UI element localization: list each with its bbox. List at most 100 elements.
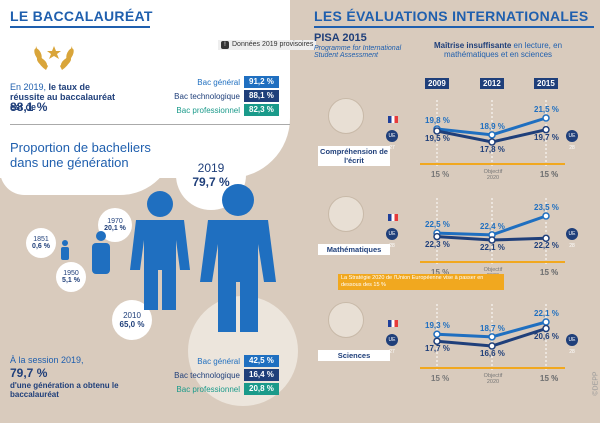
france-point: [542, 212, 550, 220]
target-value-label: 15 %: [540, 170, 559, 179]
target-objective-label: Objectif 2020: [483, 169, 503, 181]
top-bar-label: Bac professionnel: [176, 105, 240, 115]
top-bar-0: Bac général 91,2 %: [168, 76, 280, 88]
credit: ©DEPP: [592, 371, 600, 396]
person-icon-2019: [200, 184, 276, 332]
ue-value-label: 22,1 %: [480, 243, 505, 252]
pisa-subtitle: Programme for International Student Asse…: [314, 45, 402, 59]
ue-flag-icon: UE 28: [566, 130, 578, 151]
person-icon-1851: [61, 240, 69, 260]
france-value-label: 19,3 %: [425, 321, 450, 331]
france-point: [542, 114, 550, 122]
session-intro: À la session 2019,: [10, 355, 84, 365]
pisa-legend: Maîtrise insuffisante en lecture, en mat…: [433, 41, 563, 59]
ue-value-label: 22,3 %: [425, 239, 450, 249]
ue-point: [488, 342, 496, 350]
proportion-title: Proportion de bacheliers dans une généra…: [10, 140, 151, 170]
ue-point: [433, 337, 441, 345]
france-point: [488, 131, 496, 139]
person-icon-1970: [92, 231, 110, 274]
top-bar-value: 88,1 %: [244, 90, 279, 102]
ue-flag-icon: UE 28: [386, 228, 398, 249]
france-value-label: 18,9 %: [480, 121, 505, 131]
left-cloud-bump: [0, 140, 175, 195]
ue-point: [433, 232, 441, 241]
bottom-bar-label: Bac général: [197, 356, 240, 366]
ue-flag-icon: UE 28: [566, 228, 578, 249]
bottom-bar-value: 16,4 %: [244, 369, 279, 381]
value-1950: 5,1 %: [62, 277, 80, 284]
france-point: [542, 318, 550, 326]
year-header-2009: 2009: [425, 78, 449, 89]
divider: [10, 124, 290, 125]
ue-point: [542, 125, 550, 134]
intl-title: LES ÉVALUATIONS INTERNATIONALES: [314, 8, 589, 24]
bottom-bar-1: Bac technologique 16,4 %: [168, 369, 280, 381]
france-flag-icon: [388, 214, 398, 221]
france-value-label: 23,5 %: [534, 203, 559, 212]
session-text: d'une génération a obtenu le baccalauréa…: [10, 381, 119, 399]
target-value-label: 15 %: [540, 374, 559, 383]
laurel-icon: [34, 46, 74, 70]
ue-value-label: 16,6 %: [480, 349, 505, 358]
ue-value-label: 19,7 %: [534, 132, 559, 142]
france-point: [433, 330, 441, 338]
ue-value-label: 17,8 %: [480, 145, 505, 154]
top-bar-label: Bac général: [197, 77, 240, 87]
success-value: 88,1 %: [10, 100, 48, 114]
year-1950: 1950: [63, 270, 79, 277]
france-value-label: 22,1 %: [534, 309, 559, 318]
person-icon-2010: [130, 191, 190, 310]
france-value-label: 19,8 %: [425, 116, 450, 126]
section-icon-0: [328, 98, 364, 134]
top-bar-label: Bac technologique: [174, 91, 240, 101]
section-name-0: Compréhension de l'écrit: [318, 146, 390, 166]
top-bar-value: 82,3 %: [244, 104, 279, 116]
target-value-label: 15 %: [540, 268, 559, 277]
year-header-2015: 2015: [534, 78, 558, 89]
ue-value-label: 19,5 %: [425, 133, 450, 143]
circle-1851: 1851 0,6 %: [26, 228, 56, 258]
bottom-bar-value: 20,8 %: [244, 383, 279, 395]
year-1970: 1970: [107, 218, 123, 225]
bottom-bar-0: Bac général 42,5 %: [168, 355, 280, 367]
top-bar-value: 91,2 %: [244, 76, 279, 88]
target-value-label: 15 %: [540, 170, 559, 179]
top-bar-1: Bac technologique 88,1 %: [168, 90, 280, 102]
france-value-label: 22,5 %: [425, 220, 450, 230]
year-2010: 2010: [123, 311, 141, 320]
circle-1950: 1950 5,1 %: [56, 262, 86, 292]
france-value-label: 21,5 %: [534, 105, 559, 114]
ue-value-label: 20,6 %: [534, 331, 559, 341]
bac-title: LE BACCALAURÉAT: [10, 8, 153, 24]
circle-2019: 2019 79,7 %: [176, 140, 246, 210]
ue-flag-icon: UE 27: [386, 130, 398, 151]
year-1851: 1851: [33, 236, 49, 243]
ue-point: [488, 236, 496, 244]
year-2019: 2019: [197, 161, 225, 175]
top-bar-2: Bac professionnel 82,3 %: [168, 104, 280, 116]
bottom-bar-value: 42,5 %: [244, 355, 279, 367]
france-flag-icon: [388, 320, 398, 327]
ue-point: [488, 138, 496, 146]
success-text: En 2019, le taux de réussite au baccalau…: [10, 82, 116, 112]
ue-flag-icon: UE 28: [566, 334, 578, 355]
ue-value-label: 22,2 %: [534, 241, 559, 251]
value-2019: 79,7 %: [192, 175, 230, 189]
france-point: [488, 333, 496, 341]
strategy-note: La Stratégie 2020 de l'Union Européenne …: [338, 274, 504, 290]
target-objective-label: Objectif 2020: [483, 373, 503, 385]
ue-flag-icon: UE 27: [386, 334, 398, 355]
section-icon-2: [328, 302, 364, 338]
ue-point: [433, 127, 441, 135]
france-value-label: 22,4 %: [480, 221, 505, 231]
intl-underline: [314, 26, 594, 28]
section-icon-1: [328, 196, 364, 232]
value-1970: 20,1 %: [104, 225, 126, 232]
year-header-2012: 2012: [480, 78, 504, 89]
session-value: 79,7 %: [10, 366, 48, 380]
target-value-label: 15 %: [431, 170, 450, 179]
bottom-bar-label: Bac professionnel: [176, 384, 240, 394]
pisa-title: PISA 2015: [314, 32, 367, 44]
france-flag-icon: [388, 116, 398, 123]
